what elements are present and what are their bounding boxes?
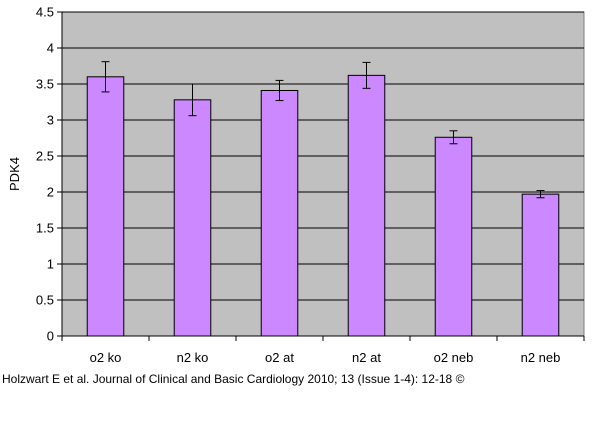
y-tick-label: 2 (47, 185, 54, 200)
y-tick-label: 3.5 (36, 77, 54, 92)
bar (86, 76, 125, 337)
x-category-label: n2 at (352, 350, 381, 365)
y-tick-label: 4 (47, 41, 54, 56)
y-tick-label: 0 (47, 329, 54, 344)
x-category-label: o2 neb (434, 350, 474, 365)
y-axis-ticks: 0 0.5 1 1.5 2 2.5 3 3.5 4 4.5 (36, 5, 584, 344)
bar (347, 74, 386, 337)
bar (173, 99, 212, 337)
y-tick-label: 4.5 (36, 5, 54, 20)
plot-area (61, 11, 585, 337)
gridlines (62, 11, 584, 337)
bar (260, 89, 299, 337)
y-tick-label: 0.5 (36, 293, 54, 308)
y-tick-label: 2.5 (36, 149, 54, 164)
x-category-label: o2 ko (90, 350, 122, 365)
y-tick-label: 1 (47, 257, 54, 272)
y-tick-label: 1.5 (36, 221, 54, 236)
x-axis-labels: o2 ko n2 ko o2 at n2 at o2 neb n2 neb (61, 336, 585, 365)
bar (521, 193, 560, 337)
x-category-label: n2 neb (521, 350, 561, 365)
x-category-label: o2 at (265, 350, 294, 365)
error-bars (101, 61, 545, 199)
y-tick-label: 3 (47, 113, 54, 128)
citation: Holzwart E et al. Journal of Clinical an… (2, 372, 465, 386)
y-axis-title: PDK4 (7, 157, 22, 191)
bar (434, 136, 473, 337)
x-category-label: n2 ko (177, 350, 209, 365)
